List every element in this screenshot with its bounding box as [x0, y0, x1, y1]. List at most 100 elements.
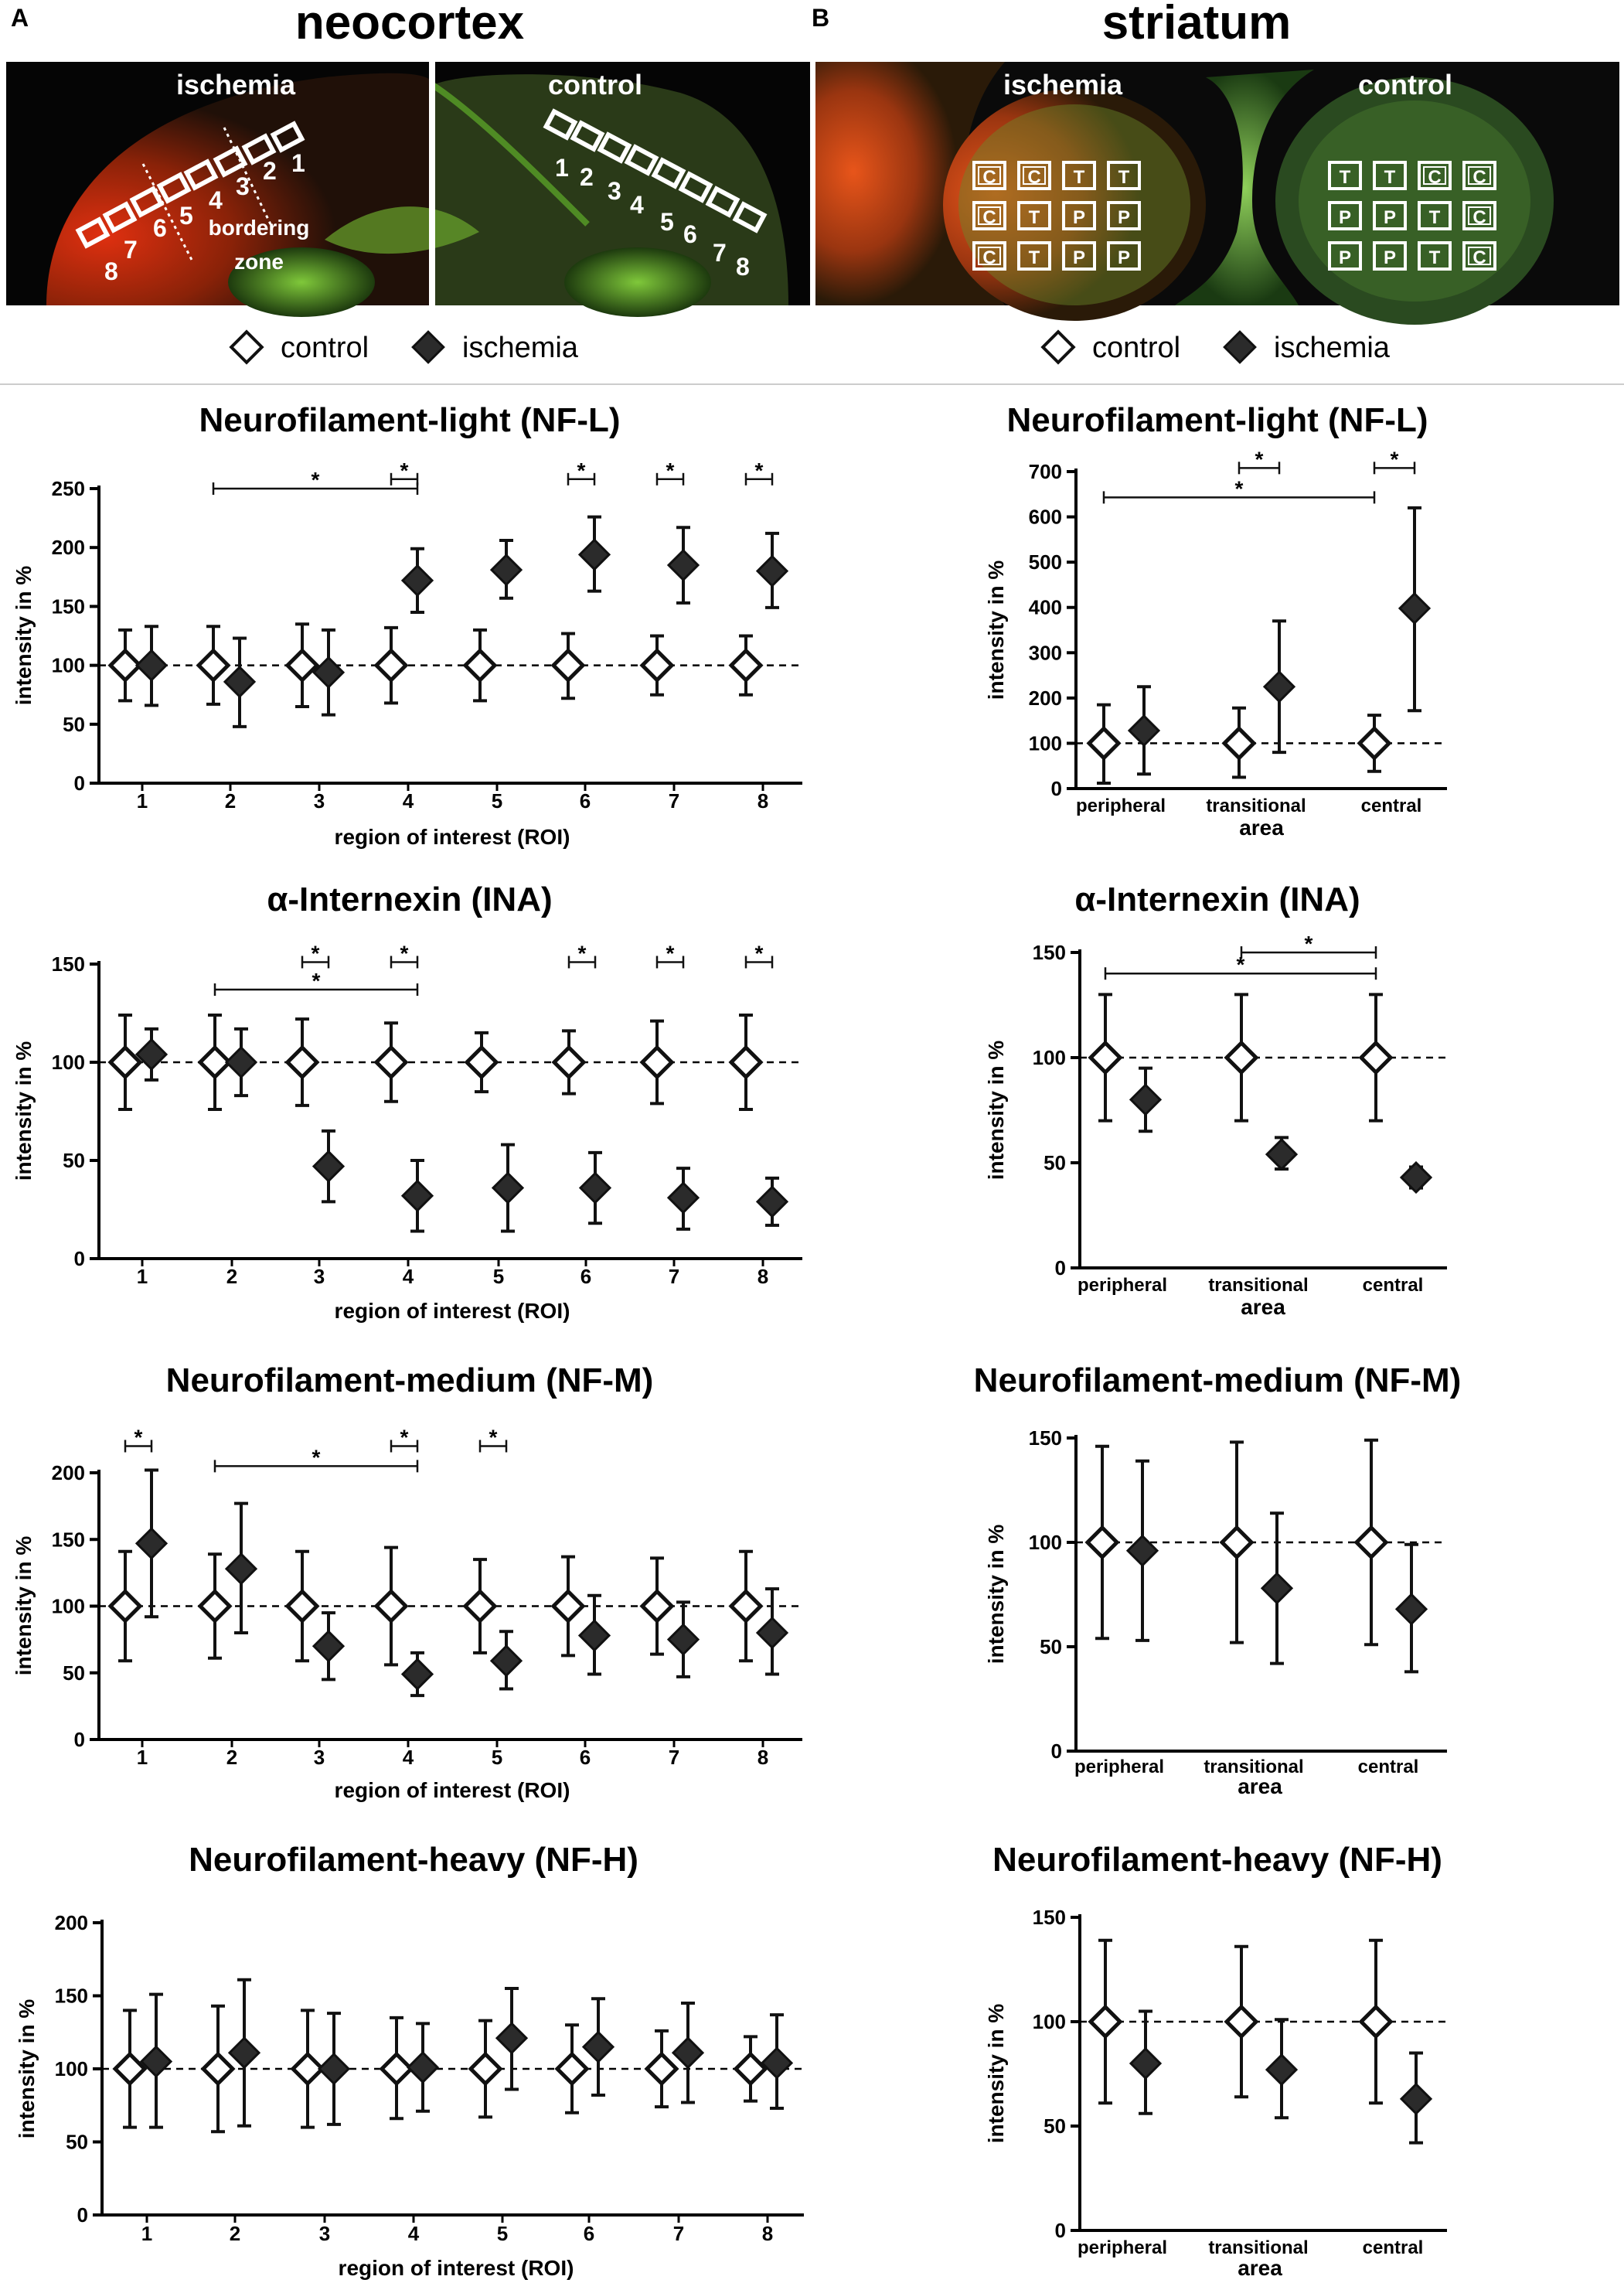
ischemia-point	[1394, 1593, 1428, 1626]
significance-star: *	[1237, 952, 1245, 976]
y-tick-label: 100	[52, 1051, 85, 1074]
chart-title: Neurofilament-heavy (NF-H)	[992, 1841, 1442, 1879]
control-point	[200, 2051, 236, 2087]
significance-star: *	[489, 1426, 498, 1450]
y-axis-label: intensity in %	[984, 2004, 1008, 2144]
y-tick-label: 200	[55, 1911, 88, 1934]
legend-left: control ischemia	[229, 329, 579, 365]
ischemia-point	[224, 1552, 258, 1586]
control-point	[107, 1588, 143, 1624]
neocortex-roi-number: 2	[580, 163, 594, 191]
x-tick-label: 3	[314, 1265, 325, 1288]
significance-star: *	[1255, 447, 1264, 471]
y-tick-label: 0	[1055, 1256, 1066, 1280]
ischemia-point	[227, 2036, 261, 2070]
roi-box	[1373, 241, 1407, 271]
ischemia-point	[755, 1185, 789, 1218]
x-tick-label: 8	[758, 789, 768, 813]
y-tick-label: 0	[74, 1247, 85, 1270]
chart-title: α-Internexin (INA)	[1074, 881, 1360, 918]
significance-star: *	[400, 458, 409, 482]
ischemia-point	[755, 554, 789, 588]
control-point	[1224, 2004, 1259, 2039]
roi-box-label: P	[1384, 207, 1396, 228]
y-axis-label: intensity in %	[984, 561, 1008, 700]
y-tick-label: 50	[63, 1661, 85, 1685]
chart-B1: Neurofilament-light (NF-L) 0 100 200 300 400 5…	[984, 401, 1447, 840]
significance-star: *	[755, 941, 764, 965]
control-point	[290, 2051, 325, 2087]
roi-box	[1062, 161, 1096, 190]
significance-star: *	[312, 468, 320, 492]
significance-star: *	[134, 1426, 143, 1450]
neocortex-roi-number: 7	[713, 239, 727, 267]
y-axis-label: intensity in %	[12, 1536, 36, 1676]
roi-box-label: C	[1472, 167, 1486, 188]
control-point	[197, 1044, 233, 1080]
y-tick-label: 500	[1029, 550, 1062, 574]
legend-control-label: control	[281, 332, 369, 364]
roi-box-label: C	[1428, 167, 1441, 188]
striatum-roi-box-grids: C C T TC T P PC T P PT T C CP P T CP P T C	[972, 161, 1496, 271]
x-tick-label: central	[1358, 1757, 1419, 1777]
x-tick-label: 4	[403, 1746, 414, 1769]
y-tick-label: 150	[55, 1985, 88, 2008]
y-tick-label: 50	[1040, 1635, 1062, 1658]
neocortex-roi-number: 1	[555, 154, 569, 182]
neocortex-roi-number: 6	[153, 214, 167, 242]
roi-box-inner	[1423, 166, 1446, 185]
roi-box	[1107, 161, 1141, 190]
control-point	[112, 2051, 148, 2087]
control-point	[373, 1588, 409, 1624]
x-tick-label: 5	[492, 1746, 502, 1769]
neocortex-roi-number: 6	[683, 220, 697, 248]
x-tick-label: 7	[669, 1746, 679, 1769]
roi-box-label: T	[1384, 167, 1396, 188]
x-tick-label: 6	[580, 1746, 591, 1769]
neocortex-roi-boxes	[75, 108, 768, 249]
x-tick-label: 4	[403, 789, 414, 813]
x-tick-label: 6	[580, 789, 591, 813]
x-tick-label: 1	[137, 1265, 148, 1288]
control-point	[284, 1044, 320, 1080]
x-tick-label: transitional	[1204, 1757, 1303, 1777]
ischemia-point	[666, 1181, 700, 1215]
y-tick-label: 100	[1029, 1531, 1062, 1554]
roi-box	[1328, 241, 1362, 271]
legend-ischemia-label: ischemia	[1274, 332, 1391, 364]
x-tick-label: 1	[137, 789, 148, 813]
bordering-label: bordering	[209, 216, 310, 240]
control-point	[1358, 1040, 1394, 1075]
panel-a-title: neocortex	[295, 0, 525, 49]
control-point	[197, 1588, 233, 1624]
roi-box-label: T	[1429, 247, 1441, 268]
y-axis-label: intensity in %	[12, 1041, 36, 1181]
roi-box-label: C	[982, 247, 996, 268]
control-point	[468, 2051, 503, 2087]
y-tick-label: 100	[52, 654, 85, 677]
x-tick-label: 2	[226, 1746, 237, 1769]
x-tick-label: 2	[226, 1265, 237, 1288]
neocortex-roi-number: 8	[736, 253, 750, 281]
roi-box-label: C	[1472, 207, 1486, 228]
significance-star: *	[666, 458, 675, 482]
x-tick-label: 7	[673, 2222, 684, 2245]
ischemia-point	[578, 1171, 612, 1205]
control-point	[1357, 725, 1392, 761]
control-point	[1353, 1525, 1389, 1560]
significance-star: *	[1235, 476, 1244, 500]
control-point	[1221, 725, 1257, 761]
chart-title: Neurofilament-heavy (NF-H)	[189, 1841, 638, 1879]
y-axis-label: intensity in %	[15, 1999, 39, 2139]
neocortex-roi-number: 5	[660, 208, 674, 236]
roi-box	[1328, 201, 1362, 230]
y-tick-label: 100	[52, 1595, 85, 1618]
significance-star: *	[312, 969, 321, 993]
control-point	[462, 648, 498, 683]
ischemia-point	[224, 1045, 258, 1079]
neocortex-roi-number: 4	[209, 186, 223, 214]
ischemia-point	[1129, 2046, 1163, 2080]
ischemia-point	[1127, 714, 1161, 748]
x-axis-label: region of interest (ROI)	[335, 1778, 570, 1802]
x-axis-label: region of interest (ROI)	[335, 825, 570, 849]
